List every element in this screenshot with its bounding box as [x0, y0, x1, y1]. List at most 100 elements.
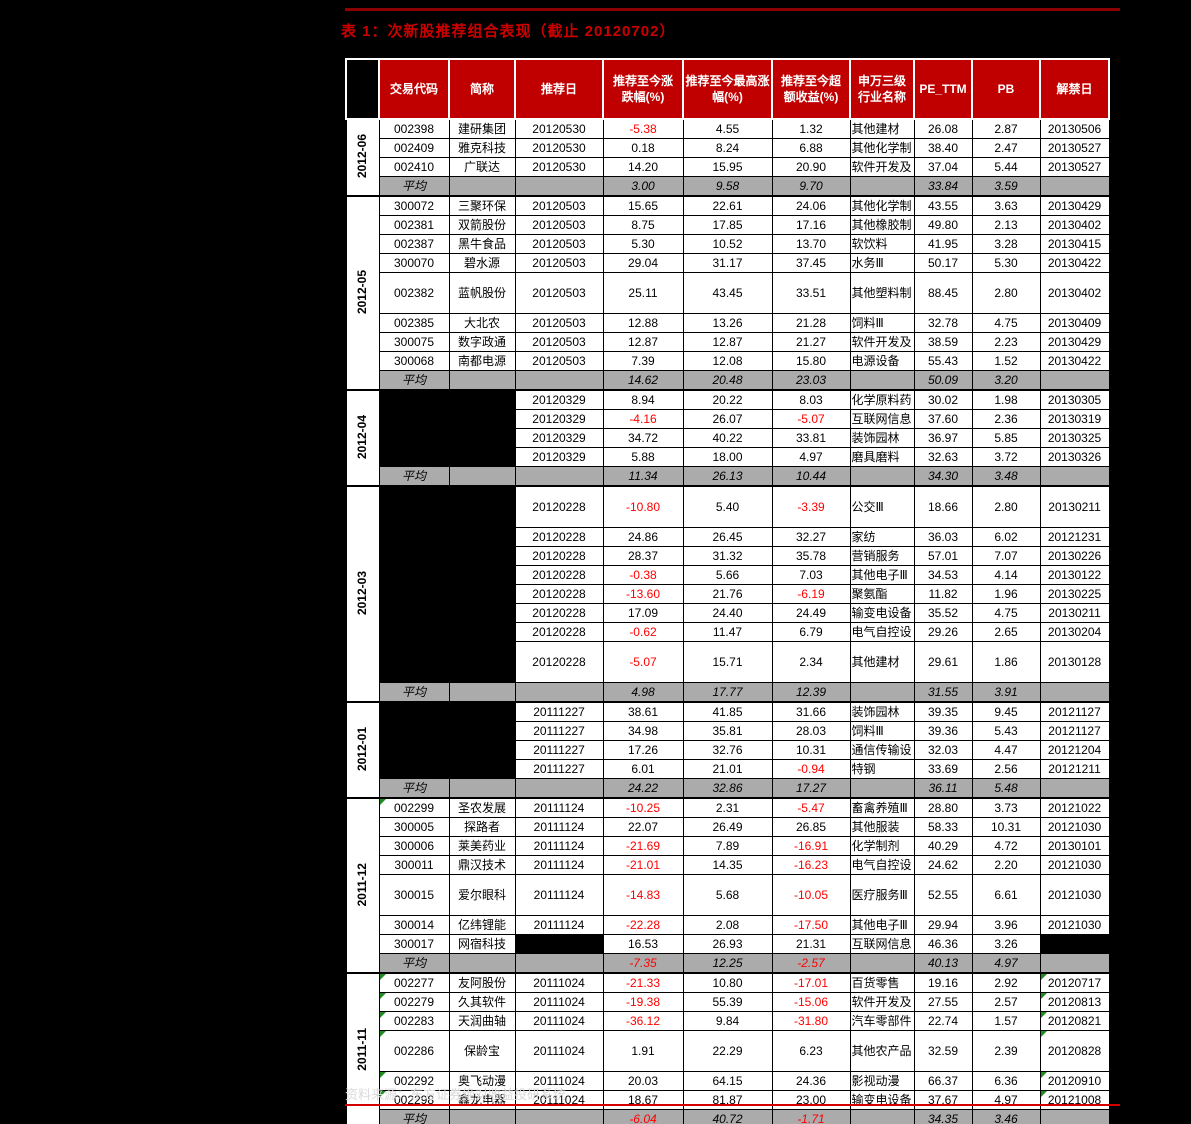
average-cell-date	[514, 1109, 604, 1124]
cell-unlock: 20120821	[1039, 1011, 1110, 1031]
redacted-cell	[448, 740, 516, 760]
cell-excess: -17.50	[771, 915, 851, 935]
cell-excess: 37.45	[771, 253, 851, 273]
month-label: 2012-05	[345, 195, 380, 391]
cell-pb: 4.47	[971, 740, 1041, 760]
cell-unlock: 20130305	[1039, 389, 1110, 410]
cell-industry: 水务Ⅲ	[849, 253, 915, 273]
redacted-cell	[378, 546, 450, 566]
cell-date: 20120228	[514, 603, 604, 623]
cell-code: 300011	[378, 855, 450, 875]
cell-pe: 46.36	[913, 934, 973, 954]
cell-excess: 28.03	[771, 721, 851, 741]
cell-max: 22.29	[682, 1030, 773, 1072]
cell-chg: -5.07	[602, 641, 684, 683]
cell-date: 20111227	[514, 759, 604, 779]
cell-code: 300070	[378, 253, 450, 273]
average-cell-max: 32.86	[682, 778, 773, 799]
cell-pb: 2.39	[971, 1030, 1041, 1072]
cell-pe: 26.08	[913, 118, 973, 139]
average-cell-name	[448, 466, 516, 487]
cell-excess: 24.36	[771, 1071, 851, 1091]
cell-date: 20120530	[514, 118, 604, 139]
cell-pb: 9.45	[971, 701, 1041, 722]
average-cell-unlock	[1039, 1109, 1110, 1124]
cell-unlock: 20130506	[1039, 118, 1110, 139]
cell-chg: 1.91	[602, 1030, 684, 1072]
cell-pb: 5.43	[971, 721, 1041, 741]
cell-max: 2.08	[682, 915, 773, 935]
cell-excess: 24.06	[771, 195, 851, 216]
cell-date: 20111124	[514, 797, 604, 818]
table-row: 300070 碧水源 20120503 29.04 31.17 37.45 水务Ⅲ 50.17…	[346, 253, 1110, 273]
cell-code: 300005	[378, 817, 450, 837]
cell-chg: -21.01	[602, 855, 684, 875]
redacted-cell	[378, 584, 450, 604]
table-row: 002279 久其软件 20111024 -19.38 55.39 -15.06 软件开发及…	[346, 992, 1110, 1012]
average-cell-excess: 12.39	[771, 682, 851, 703]
average-cell-chg: 3.00	[602, 176, 684, 197]
month-label-text: 2012-01	[355, 726, 370, 771]
cell-date: 20111024	[514, 1071, 604, 1091]
cell-max: 5.66	[682, 565, 773, 585]
flag-triangle-icon	[380, 1091, 386, 1097]
month-label-text: 2012-03	[355, 570, 370, 615]
cell-pe: 36.97	[913, 428, 973, 448]
flag-triangle-icon	[1041, 974, 1047, 980]
average-cell-date	[514, 466, 604, 487]
cell-pe: 18.66	[913, 485, 973, 528]
average-cell-chg: 24.22	[602, 778, 684, 799]
cell-name: 数字政通	[448, 332, 516, 352]
cell-pb: 5.30	[971, 253, 1041, 273]
cell-chg: 16.53	[602, 934, 684, 954]
redacted-cell	[378, 389, 450, 410]
flag-triangle-icon	[380, 1072, 386, 1078]
cell-chg: 29.04	[602, 253, 684, 273]
cell-pe: 40.29	[913, 836, 973, 856]
average-cell-chg: 14.62	[602, 370, 684, 391]
average-row: 平均 3.00 9.58 9.70 33.84 3.59	[346, 176, 1110, 197]
cell-industry: 输变电设备	[849, 1090, 915, 1110]
redacted-cell	[448, 447, 516, 467]
month-label: 2012-01	[345, 701, 380, 799]
cell-max: 18.00	[682, 447, 773, 467]
cell-excess: -5.07	[771, 409, 851, 429]
cell-excess: -5.47	[771, 797, 851, 818]
cell-max: 26.93	[682, 934, 773, 954]
average-cell-max: 26.13	[682, 466, 773, 487]
cell-name: 天润曲轴	[448, 1011, 516, 1031]
average-cell-name	[448, 682, 516, 703]
cell-date: 20111124	[514, 915, 604, 935]
cell-code: 300014	[378, 915, 450, 935]
cell-date: 20111124	[514, 855, 604, 875]
cell-excess: -16.23	[771, 855, 851, 875]
redacted-cell	[378, 740, 450, 760]
redacted-cell	[378, 527, 450, 547]
corner-header-cell	[345, 58, 380, 120]
cell-pe: 66.37	[913, 1071, 973, 1091]
cell-date: 20120503	[514, 234, 604, 254]
cell-max: 4.55	[682, 118, 773, 139]
cell-industry: 互联网信息	[849, 409, 915, 429]
cell-max: 10.80	[682, 972, 773, 993]
cell-pb: 4.97	[971, 1090, 1041, 1110]
cell-industry: 软件开发及	[849, 332, 915, 352]
cell-industry: 其他化学制	[849, 138, 915, 158]
cell-unlock: 20120910	[1039, 1071, 1110, 1091]
average-label: 平均	[378, 778, 450, 799]
cell-excess: -17.01	[771, 972, 851, 993]
cell-name: 三聚环保	[448, 195, 516, 216]
cell-max: 55.39	[682, 992, 773, 1012]
table-row: 20120228 24.86 26.45 32.27 家纺 36.03 6.02 201212…	[346, 527, 1110, 547]
cell-pe: 11.82	[913, 584, 973, 604]
cell-excess: 24.49	[771, 603, 851, 623]
cell-excess: 26.85	[771, 817, 851, 837]
cell-pe: 19.16	[913, 972, 973, 993]
cell-pe: 27.55	[913, 992, 973, 1012]
cell-code: 002277	[378, 972, 450, 993]
cell-pb: 2.56	[971, 759, 1041, 779]
cell-unlock: 20120717	[1039, 972, 1110, 993]
cell-max: 64.15	[682, 1071, 773, 1091]
flag-triangle-icon	[380, 974, 386, 980]
